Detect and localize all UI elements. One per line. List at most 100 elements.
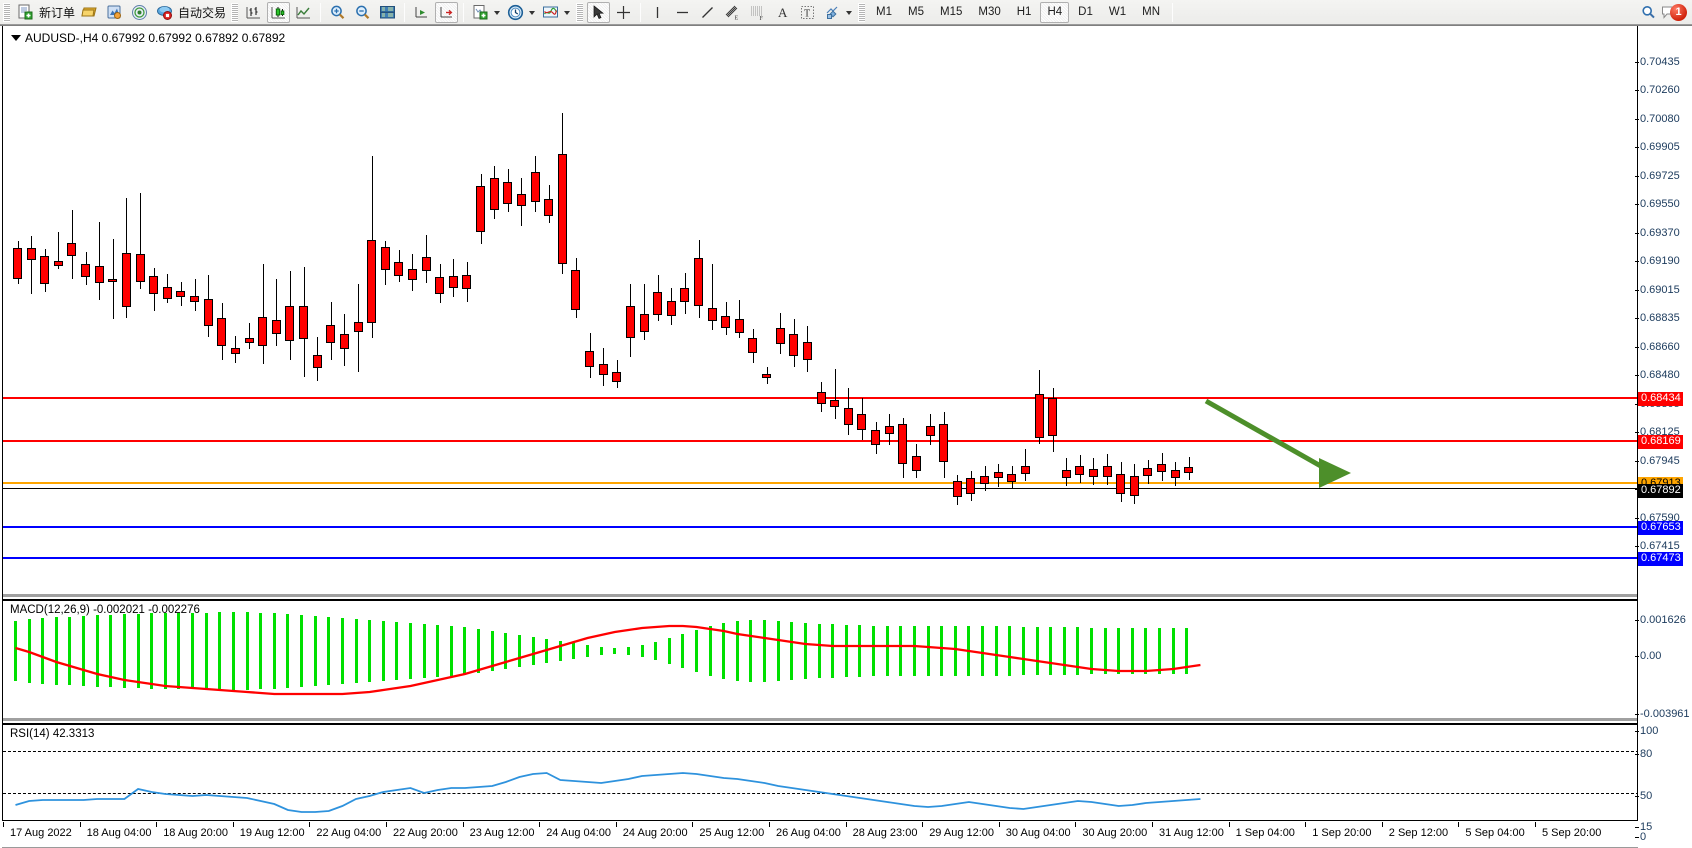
timeframe-h1[interactable]: H1 [1016,6,1032,18]
candle-body [1102,466,1112,477]
toolbar-separator-2 [404,2,406,22]
search-icon[interactable] [1637,2,1660,23]
time-tick: 18 Aug 20:00 [156,822,229,839]
macd-indicator-label: MACD(12,26,9) -0.002021 -0.002276 [10,604,200,616]
folder-icon[interactable] [78,2,101,23]
rsi-line-overlay [15,772,1201,813]
macd-histogram-bar [136,614,140,688]
macd-histogram-bar [218,612,222,690]
candle-body [830,400,840,407]
indicators-icon[interactable] [539,2,562,23]
vertical-line-icon[interactable] [646,2,669,23]
equidistant-channel-icon[interactable]: E [721,2,744,23]
candle-body [939,424,949,462]
market-watch-icon[interactable] [128,2,151,23]
candle-body [1020,466,1030,474]
chevron-down-icon-objects[interactable] [846,11,853,15]
svg-text:T: T [804,8,810,19]
candle-body [748,338,758,353]
candle-body [94,266,104,283]
chevron-down-icon-indicators[interactable] [564,11,571,15]
macd-histogram-bar [558,641,562,661]
chart-plot-area[interactable]: AUDUSD-,H4 0.67992 0.67992 0.67892 0.678… [2,26,1638,821]
toolbar-grip-linestudies[interactable] [576,2,584,22]
macd-histogram-bar [408,623,412,679]
candle-body [230,348,240,354]
autotrading-icon[interactable] [153,2,176,23]
fibonacci-icon[interactable]: F [746,2,769,23]
macd-histogram-bar [695,630,698,672]
macd-histogram-bar [599,647,603,655]
chart-menu-triangle-icon[interactable] [11,35,21,41]
svg-text:F: F [760,16,764,21]
candlestick-chart-icon[interactable] [267,1,291,23]
notification-badge: 1 [1670,3,1687,21]
price-axis[interactable]: 0.70435 0.70260 0.70080 0.69905 0.69725 0.695… [1634,26,1692,843]
macd-histogram-bar [1130,628,1134,674]
timeframe-h4[interactable]: H4 [1040,1,1070,23]
bar-chart-icon[interactable] [242,2,265,23]
chevron-down-icon-newchart[interactable] [494,11,501,15]
macd-histogram-bar [763,620,767,682]
chevron-down-icon-period[interactable] [529,11,536,15]
autotrading-label[interactable]: 自动交易 [178,5,227,20]
macd-histogram-bar [463,627,467,675]
candle-body [1143,468,1153,476]
candle-body [448,276,458,288]
macd-panel-top-border [3,599,1637,601]
line-chart-icon[interactable] [292,2,315,23]
timeframe-m5[interactable]: M5 [908,6,924,18]
new-order-label[interactable]: 新订单 [39,5,76,20]
time-tick: 1 Sep 04:00 [1228,822,1295,839]
macd-histogram-bar [449,626,453,676]
auto-scroll-icon[interactable] [435,1,459,23]
shift-end-icon[interactable] [410,2,433,23]
price-tick: 0.67945 [1635,454,1680,467]
candle-body [734,319,744,333]
new-order-icon[interactable] [14,2,37,23]
macd-histogram-bar [150,613,154,689]
text-label-icon[interactable]: T [796,2,819,23]
period-icon[interactable] [504,2,527,23]
new-chart-icon[interactable] [469,2,492,23]
timeframe-w1[interactable]: W1 [1108,6,1127,18]
candle-body [190,296,200,302]
candle-body [435,277,445,294]
trendline-icon[interactable] [696,2,719,23]
timeframe-m15[interactable]: M15 [940,6,963,18]
candle-body [162,287,172,299]
macd-histogram-bar [967,626,971,676]
candle-body [176,291,186,297]
toolbar-grip-standard[interactable] [3,2,10,22]
zoom-in-icon[interactable] [326,2,349,23]
timeframe-d1[interactable]: D1 [1078,6,1093,18]
timeframe-m30[interactable]: M30 [978,6,1001,18]
profiles-icon[interactable] [103,2,126,23]
notifications-button[interactable]: 1 [1661,3,1692,21]
toolbar-grip-charts[interactable] [231,2,239,22]
macd-histogram-bar [749,620,753,682]
time-tick: 30 Aug 04:00 [998,822,1071,839]
cursor-icon[interactable] [587,1,611,23]
time-tick: 25 Aug 12:00 [692,822,765,839]
timeframe-m1[interactable]: M1 [876,6,893,18]
candle-body [598,364,608,375]
toolbar-separator-4 [640,2,642,22]
objects-icon[interactable] [821,2,844,23]
timeframe-mn[interactable]: MN [1142,6,1160,18]
macd-histogram-bar [1035,627,1039,675]
macd-histogram-bar [286,614,290,688]
candle-body [67,243,77,256]
price-tick: 0.69370 [1635,226,1680,239]
macd-histogram-bar [231,612,235,690]
data-window-icon[interactable] [376,2,399,23]
zoom-out-icon[interactable] [351,2,374,23]
candle-body [462,275,472,289]
toolbar-grip-periods[interactable] [858,2,866,22]
time-axis[interactable]: 17 Aug 2022 18 Aug 04:00 18 Aug 20:00 19 Au… [2,822,1638,848]
macd-histogram-bar [722,623,726,679]
text-icon[interactable]: A [771,2,794,23]
horizontal-line-icon[interactable] [671,2,694,23]
macd-histogram-bar [531,637,535,665]
crosshair-icon[interactable] [612,2,635,23]
